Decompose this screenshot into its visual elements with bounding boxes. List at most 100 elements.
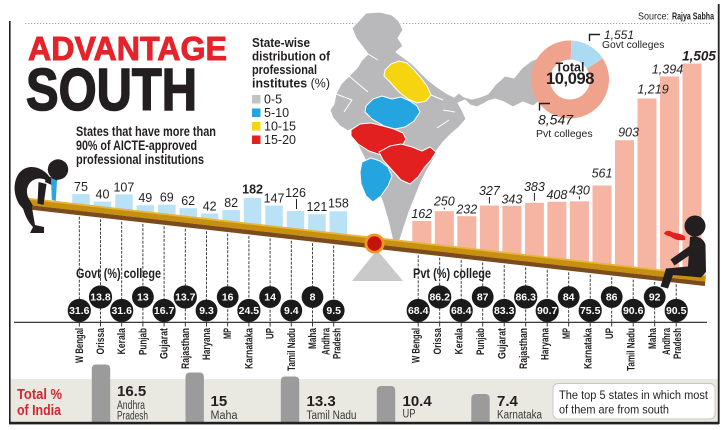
svg-text:31.6: 31.6	[69, 305, 90, 317]
svg-text:49: 49	[138, 191, 152, 205]
svg-text:90% of AICTE-approved: 90% of AICTE-approved	[76, 138, 197, 153]
svg-text:MP: MP	[222, 328, 234, 339]
svg-text:Karnataka: Karnataka	[583, 327, 595, 369]
svg-text:Punjab: Punjab	[475, 328, 487, 355]
svg-text:1,551: 1,551	[604, 28, 634, 42]
svg-text:institutes (%): institutes (%)	[252, 76, 330, 91]
svg-text:343: 343	[501, 192, 522, 206]
svg-text:W Bengal: W Bengal	[74, 328, 86, 363]
svg-text:of them are from south: of them are from south	[559, 403, 669, 417]
svg-text:24.5: 24.5	[239, 305, 260, 317]
svg-text:90.5: 90.5	[666, 305, 687, 317]
svg-text:10.4: 10.4	[403, 393, 433, 410]
svg-text:Source:: Source:	[638, 12, 669, 23]
svg-text:561: 561	[592, 167, 613, 181]
svg-text:31.6: 31.6	[111, 305, 132, 317]
svg-text:250: 250	[433, 195, 455, 209]
svg-text:16: 16	[222, 292, 234, 304]
svg-text:147: 147	[264, 192, 285, 206]
svg-text:UP: UP	[604, 328, 616, 339]
svg-text:States that have more than: States that have more than	[76, 124, 216, 139]
svg-text:Rajya Sabha: Rajya Sabha	[672, 12, 714, 23]
svg-text:87: 87	[477, 292, 489, 304]
svg-text:16.7: 16.7	[154, 305, 175, 317]
svg-text:Maha: Maha	[211, 410, 239, 422]
svg-text:Tamil Nadu: Tamil Nadu	[626, 328, 638, 371]
svg-text:Total %: Total %	[17, 387, 62, 403]
svg-text:Tamil Nadu: Tamil Nadu	[286, 328, 298, 371]
svg-text:MP: MP	[561, 328, 573, 339]
svg-text:Pradesh: Pradesh	[117, 411, 148, 423]
svg-text:Pvt (%) college: Pvt (%) college	[413, 266, 491, 281]
svg-text:430: 430	[569, 183, 590, 197]
svg-text:Pradesh: Pradesh	[332, 328, 344, 359]
svg-text:9.4: 9.4	[284, 305, 299, 317]
svg-text:9.5: 9.5	[326, 305, 341, 317]
svg-text:Pradesh: Pradesh	[672, 328, 684, 359]
svg-text:69: 69	[160, 191, 174, 205]
svg-text:68.4: 68.4	[408, 305, 429, 317]
svg-text:Total: Total	[556, 61, 585, 75]
svg-text:UP: UP	[265, 328, 277, 339]
svg-text:Rajasthan: Rajasthan	[518, 328, 530, 369]
svg-text:Andhra: Andhra	[321, 327, 333, 355]
svg-text:Pvt colleges: Pvt colleges	[536, 128, 593, 140]
svg-text:40: 40	[96, 188, 110, 202]
svg-text:13: 13	[137, 292, 149, 304]
svg-text:62: 62	[181, 194, 195, 208]
svg-text:90.6: 90.6	[623, 305, 644, 317]
svg-text:84: 84	[563, 292, 575, 304]
svg-text:16.5: 16.5	[117, 383, 146, 400]
svg-text:0-5: 0-5	[264, 92, 282, 106]
svg-text:Kerala: Kerala	[454, 327, 466, 354]
svg-text:Haryana: Haryana	[201, 327, 213, 360]
svg-text:W Bengal: W Bengal	[411, 328, 423, 363]
svg-text:121: 121	[306, 200, 327, 214]
svg-text:90.7: 90.7	[537, 305, 558, 317]
svg-text:75.5: 75.5	[580, 305, 601, 317]
svg-text:professional: professional	[252, 62, 317, 77]
svg-text:92: 92	[649, 292, 661, 304]
svg-text:SOUTH: SOUTH	[26, 57, 197, 123]
svg-text:Gujarat: Gujarat	[497, 328, 509, 359]
svg-text:15: 15	[211, 393, 228, 410]
svg-text:Orissa: Orissa	[95, 327, 107, 354]
svg-text:327: 327	[479, 184, 501, 198]
svg-text:Andhra: Andhra	[661, 327, 673, 355]
svg-text:professional institutions: professional institutions	[76, 152, 204, 167]
svg-text:14: 14	[264, 292, 276, 304]
svg-text:86.3: 86.3	[515, 292, 536, 304]
svg-text:903: 903	[618, 126, 639, 140]
svg-text:126: 126	[285, 186, 306, 200]
svg-text:1,505: 1,505	[682, 49, 716, 64]
svg-text:Maha: Maha	[647, 327, 659, 349]
svg-text:13.8: 13.8	[90, 292, 111, 304]
svg-text:68.4: 68.4	[451, 305, 472, 317]
svg-text:383: 383	[524, 180, 545, 194]
svg-text:Govt colleges: Govt colleges	[602, 40, 664, 51]
svg-text:8,547: 8,547	[538, 112, 574, 128]
svg-text:15-20: 15-20	[264, 133, 296, 147]
svg-text:13.7: 13.7	[175, 292, 196, 304]
svg-text:ADVANTAGE: ADVANTAGE	[28, 30, 227, 67]
svg-text:162: 162	[411, 207, 432, 221]
svg-text:State-wise: State-wise	[252, 35, 310, 50]
svg-text:1,219: 1,219	[637, 83, 668, 97]
svg-text:86: 86	[606, 292, 618, 304]
svg-text:158: 158	[328, 196, 349, 210]
svg-text:1,394: 1,394	[652, 63, 683, 77]
svg-text:The top 5 states in which most: The top 5 states in which most	[559, 388, 709, 402]
svg-text:Andhra: Andhra	[117, 400, 145, 412]
svg-text:75: 75	[74, 180, 88, 194]
svg-text:5-10: 5-10	[264, 106, 289, 120]
svg-text:10,098: 10,098	[546, 70, 594, 88]
svg-text:Rajasthan: Rajasthan	[180, 328, 192, 369]
svg-text:83.3: 83.3	[494, 305, 515, 317]
svg-text:232: 232	[455, 203, 477, 217]
svg-text:408: 408	[546, 188, 567, 202]
svg-text:9.3: 9.3	[199, 305, 214, 317]
svg-text:UP: UP	[403, 409, 416, 421]
svg-text:Gujarat: Gujarat	[159, 328, 171, 359]
svg-text:Govt (%) college: Govt (%) college	[76, 266, 161, 281]
svg-text:Haryana: Haryana	[540, 327, 552, 360]
